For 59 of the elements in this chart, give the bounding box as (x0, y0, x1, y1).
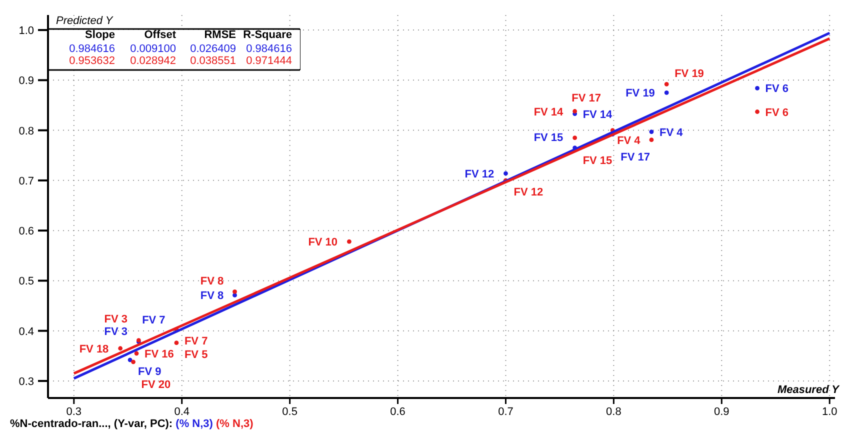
annotation: FV 8 (200, 290, 224, 302)
annotation: FV 15 (582, 154, 612, 167)
y-tick-label: 0.8 (18, 125, 34, 138)
annotation: FV 12 (464, 168, 494, 180)
annotation: FV 19 (674, 68, 704, 80)
annotation: FV 17 (572, 92, 601, 104)
annotation: FV 7 (142, 314, 166, 326)
annotation: FV 6 (765, 106, 789, 119)
annotation: FV 3 (104, 313, 128, 326)
annotation: 0.953632 (69, 55, 115, 67)
annotation: FV 9 (138, 366, 162, 378)
annotation: R-Square (243, 29, 292, 41)
y-tick-label: 0.3 (18, 376, 34, 388)
annotation: FV 18 (79, 343, 109, 356)
annotation: FV 5 (184, 348, 208, 361)
annotation: 0.984616 (246, 43, 292, 55)
annotation: 0.009100 (130, 43, 176, 55)
annotation: FV 3 (104, 326, 128, 338)
annotation: 0.028942 (130, 55, 176, 67)
annotation: FV 19 (626, 88, 655, 100)
annotation: FV 20 (141, 378, 171, 391)
x-tick-label: 0.5 (282, 406, 298, 418)
y-tick-label: 0.4 (18, 326, 34, 338)
annotation: 0.984616 (69, 43, 115, 55)
y-tick-label: 0.7 (18, 175, 34, 188)
annotation: FV 14 (534, 106, 564, 118)
annotation: FV 7 (184, 335, 208, 348)
y-tick-label: 0.9 (18, 75, 34, 88)
annotation: 0.971444 (246, 55, 292, 67)
annotation: Offset (144, 29, 176, 41)
annotation: Slope (85, 29, 115, 41)
y-tick-label: 0.6 (18, 226, 34, 238)
annotation: RMSE (204, 29, 236, 41)
annotation: FV 6 (765, 83, 789, 96)
x-tick-label: 0.4 (174, 406, 190, 418)
annotation: FV 4 (617, 134, 642, 147)
x-tick-label: 0.8 (606, 406, 622, 418)
annotation: FV 15 (534, 132, 564, 144)
y-axis-title: Predicted Y (56, 15, 114, 27)
x-tick-label: 0.7 (498, 406, 514, 418)
y-tick-label: 0.5 (18, 276, 34, 288)
annotation: FV 17 (620, 151, 650, 164)
annotation: FV 8 (200, 276, 224, 288)
annotation: FV 16 (144, 348, 174, 360)
x-axis-title: Measured Y (777, 384, 841, 396)
annotation: FV 14 (582, 108, 614, 121)
annotation: FV 4 (659, 126, 684, 139)
annotation: FV 10 (308, 236, 338, 249)
x-tick-label: 0.6 (390, 406, 406, 418)
x-tick-label: 0.9 (714, 406, 730, 418)
annotation: 0.026409 (190, 43, 236, 55)
annotation: 0.038551 (190, 55, 236, 67)
y-tick-label: 1.0 (18, 25, 34, 38)
legend-title: %N-centrado-ran..., (Y-var, PC): (10, 418, 176, 430)
x-tick-label: 1.0 (822, 406, 838, 418)
text: (% N,3) (176, 418, 216, 430)
annotation: FV 12 (514, 186, 544, 198)
text: (% N,3) (216, 418, 254, 430)
x-tick-label: 0.3 (66, 406, 82, 418)
